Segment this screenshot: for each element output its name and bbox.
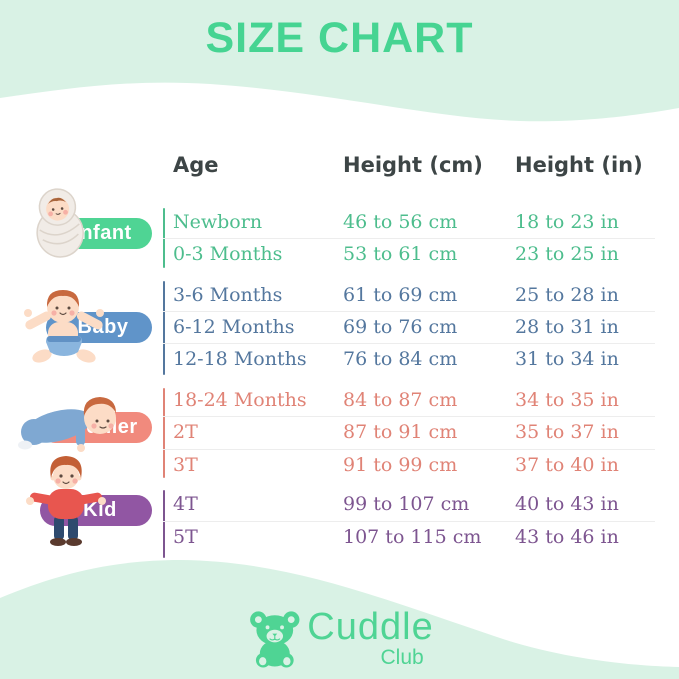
column-header-age: Age — [173, 153, 219, 177]
cell-height-cm: 107 to 115 cm — [343, 526, 482, 548]
table-row: 0-3 Months 53 to 61 cm 23 to 25 in — [173, 238, 665, 270]
cell-age: 2T — [173, 421, 198, 443]
row-divider — [163, 449, 655, 450]
baby-illustration — [24, 290, 104, 363]
cell-height-cm: 46 to 56 cm — [343, 211, 458, 233]
cell-age: 12-18 Months — [173, 348, 307, 370]
cell-age: Newborn — [173, 211, 263, 233]
cell-height-in: 31 to 34 in — [515, 348, 619, 370]
cell-height-cm: 87 to 91 cm — [343, 421, 458, 443]
cell-age: 0-3 Months — [173, 243, 283, 265]
cell-height-in: 28 to 31 in — [515, 316, 619, 338]
table-row: 18-24 Months 84 to 87 cm 34 to 35 in — [173, 384, 665, 416]
cell-height-cm: 91 to 99 cm — [343, 454, 458, 476]
table-row: 4T 99 to 107 cm 40 to 43 in — [173, 488, 665, 520]
table-row: 6-12 Months 69 to 76 cm 28 to 31 in — [173, 311, 665, 343]
row-divider — [163, 343, 655, 344]
row-divider — [163, 521, 655, 522]
table-row: 3-6 Months 61 to 69 cm 25 to 28 in — [173, 279, 665, 311]
toddler-illustration — [18, 397, 116, 452]
cell-height-in: 18 to 23 in — [515, 211, 619, 233]
column-header-height-in: Height (in) — [515, 153, 643, 177]
table-row: 3T 91 to 99 cm 37 to 40 in — [173, 449, 665, 481]
cell-height-cm: 99 to 107 cm — [343, 493, 470, 515]
cell-height-cm: 53 to 61 cm — [343, 243, 458, 265]
brand-subname: Club — [380, 646, 424, 669]
row-divider — [163, 238, 655, 239]
brand-logo: Cuddle Club — [245, 608, 433, 668]
brand-logo-text: Cuddle Club — [307, 608, 433, 668]
cell-height-in: 35 to 37 in — [515, 421, 619, 443]
bottom-wave-band — [0, 560, 679, 679]
group-line-baby — [163, 281, 165, 375]
table-row: 5T 107 to 115 cm 43 to 46 in — [173, 521, 665, 553]
cell-height-cm: 61 to 69 cm — [343, 284, 458, 306]
group-line-toddler — [163, 388, 165, 478]
cell-height-in: 43 to 46 in — [515, 526, 619, 548]
page-title: SIZE CHART — [205, 14, 474, 62]
cell-height-in: 40 to 43 in — [515, 493, 619, 515]
cell-age: 3-6 Months — [173, 284, 283, 306]
cell-height-cm: 84 to 87 cm — [343, 389, 458, 411]
cell-age: 4T — [173, 493, 198, 515]
table-row: 12-18 Months 76 to 84 cm 31 to 34 in — [173, 343, 665, 375]
cell-age: 3T — [173, 454, 198, 476]
cell-height-cm: 76 to 84 cm — [343, 348, 458, 370]
table-header-row: Age Height (cm) Height (in) — [173, 150, 665, 180]
cell-age: 5T — [173, 526, 198, 548]
cell-age: 18-24 Months — [173, 389, 307, 411]
cell-height-in: 34 to 35 in — [515, 389, 619, 411]
cell-height-in: 37 to 40 in — [515, 454, 619, 476]
cell-height-in: 23 to 25 in — [515, 243, 619, 265]
brand-name: Cuddle — [307, 606, 434, 648]
infant-illustration — [36, 188, 84, 258]
row-divider — [163, 311, 655, 312]
cell-height-cm: 69 to 76 cm — [343, 316, 458, 338]
kid-illustration — [26, 456, 106, 546]
teddy-bear-icon — [249, 611, 299, 668]
cell-age: 6-12 Months — [173, 316, 295, 338]
group-line-kid — [163, 490, 165, 558]
table-row: 2T 87 to 91 cm 35 to 37 in — [173, 416, 665, 448]
row-divider — [163, 416, 655, 417]
top-wave-band — [0, 0, 679, 122]
column-header-height-cm: Height (cm) — [343, 153, 483, 177]
cell-height-in: 25 to 28 in — [515, 284, 619, 306]
table-row: Newborn 46 to 56 cm 18 to 23 in — [173, 206, 665, 238]
